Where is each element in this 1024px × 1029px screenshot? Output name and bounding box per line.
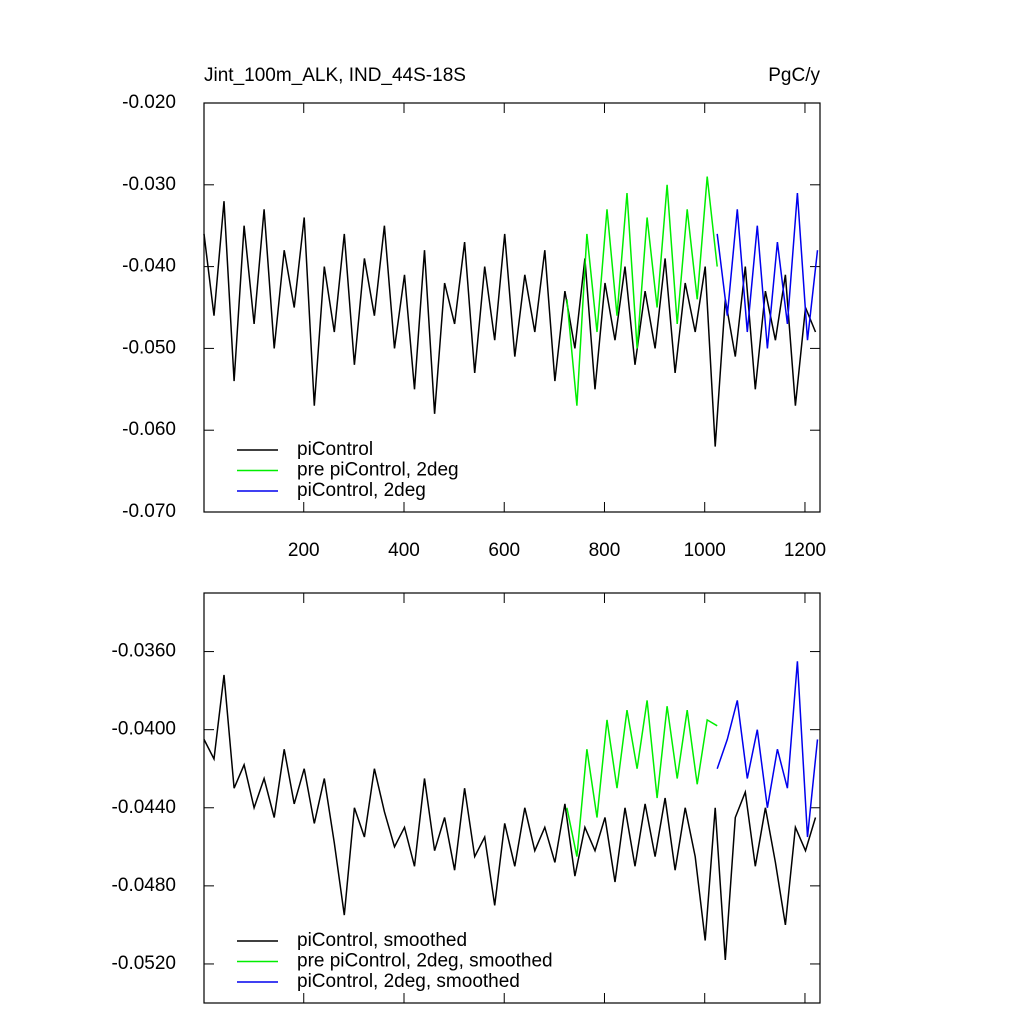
x-tick-label: 1200 [784, 540, 826, 561]
series-line [566, 700, 718, 857]
x-tick-label: 1000 [684, 540, 726, 561]
legend-label: piControl, smoothed [297, 930, 467, 951]
x-tick-label: 200 [288, 540, 320, 561]
legend-label: pre piControl, 2deg [297, 460, 459, 481]
y-tick-label: -0.0360 [112, 641, 176, 662]
legend-label: piControl, 2deg, smoothed [297, 971, 520, 992]
series-line [716, 192, 819, 349]
series-line [203, 201, 817, 447]
chart-title: Jint_100m_ALK, IND_44S-18S [204, 65, 466, 86]
y-tick-label: -0.0520 [112, 953, 176, 974]
legend-label: pre piControl, 2deg, smoothed [297, 951, 553, 972]
x-tick-label: 600 [488, 540, 520, 561]
series-line [716, 661, 819, 838]
series-line [566, 176, 718, 406]
y-tick-label: -0.0400 [112, 719, 176, 740]
plot-frame [203, 102, 821, 513]
y-tick-label: -0.050 [122, 337, 176, 358]
series-line [203, 674, 817, 961]
legend-label: piControl, 2deg [297, 480, 426, 501]
x-tick-label: 800 [589, 540, 621, 561]
y-tick-label: -0.020 [122, 92, 176, 113]
y-tick-label: -0.030 [122, 174, 176, 195]
legend-label: piControl [297, 439, 373, 460]
y-tick-label: -0.060 [122, 419, 176, 440]
x-tick-label: 400 [388, 540, 420, 561]
y-tick-label: -0.0440 [112, 797, 176, 818]
y-tick-label: -0.070 [122, 501, 176, 522]
units-label: PgC/y [768, 65, 820, 86]
y-tick-label: -0.0480 [112, 875, 176, 896]
plot-frame [203, 592, 821, 1004]
y-tick-label: -0.040 [122, 256, 176, 277]
